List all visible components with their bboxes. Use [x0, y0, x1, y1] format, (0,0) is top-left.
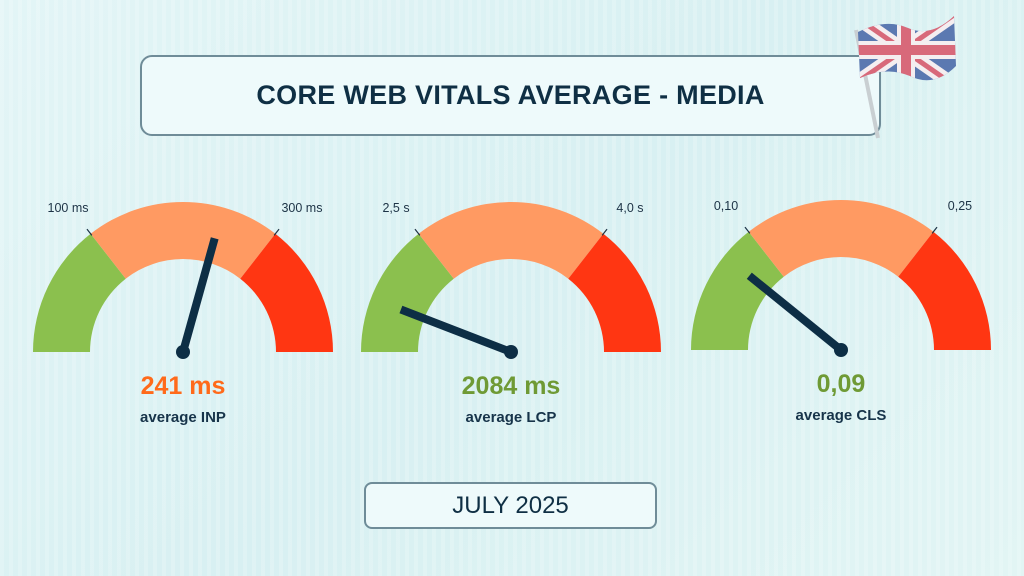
gauge-cls: [691, 199, 991, 357]
threshold-label: 4,0 s: [616, 200, 644, 215]
gauge-inp: [33, 202, 333, 359]
threshold-label: 2,5 s: [382, 200, 410, 215]
gauge-needle: [179, 237, 219, 354]
threshold-label: 300 ms: [281, 200, 323, 215]
gauge-label: average LCP: [465, 409, 557, 426]
gauge-segment-needs-improvement: [418, 202, 604, 279]
threshold-label: 0,10: [713, 198, 739, 213]
threshold-label: 100 ms: [47, 200, 89, 215]
threshold-tick: [744, 226, 751, 234]
gauge-segment-poor: [240, 233, 333, 352]
needle-pivot: [176, 345, 190, 359]
threshold-tick: [86, 228, 93, 236]
period-label: JULY 2025: [452, 491, 569, 519]
gauge-lcp: [361, 202, 661, 359]
threshold-tick: [601, 228, 608, 236]
gauge-value: 0,09: [816, 370, 866, 398]
gauge-label: average CLS: [795, 407, 887, 424]
gauge-needle: [746, 272, 844, 354]
threshold-tick: [273, 228, 280, 236]
page-title: CORE WEB VITALS AVERAGE - MEDIA: [256, 80, 765, 110]
gauge-segment-good: [691, 231, 784, 350]
gauge-segment-poor: [898, 231, 991, 350]
gauge-label: average INP: [140, 409, 226, 426]
gauge-value: 241 ms: [140, 372, 226, 400]
gauge-value: 2084 ms: [461, 372, 561, 400]
threshold-tick: [931, 226, 938, 234]
period-box: JULY 2025: [364, 482, 657, 529]
title-box: CORE WEB VITALS AVERAGE - MEDIA: [140, 55, 881, 136]
threshold-tick: [414, 228, 421, 236]
gauge-segment-good: [33, 233, 126, 352]
threshold-label: 0,25: [947, 198, 973, 213]
needle-pivot: [834, 343, 848, 357]
uk-flag-icon: [854, 16, 956, 139]
gauge-segment-needs-improvement: [90, 202, 276, 279]
gauge-segment-good: [361, 233, 454, 352]
gauge-segment-poor: [568, 233, 661, 352]
needle-pivot: [504, 345, 518, 359]
gauge-needle: [399, 305, 513, 356]
gauge-segment-needs-improvement: [748, 199, 934, 277]
